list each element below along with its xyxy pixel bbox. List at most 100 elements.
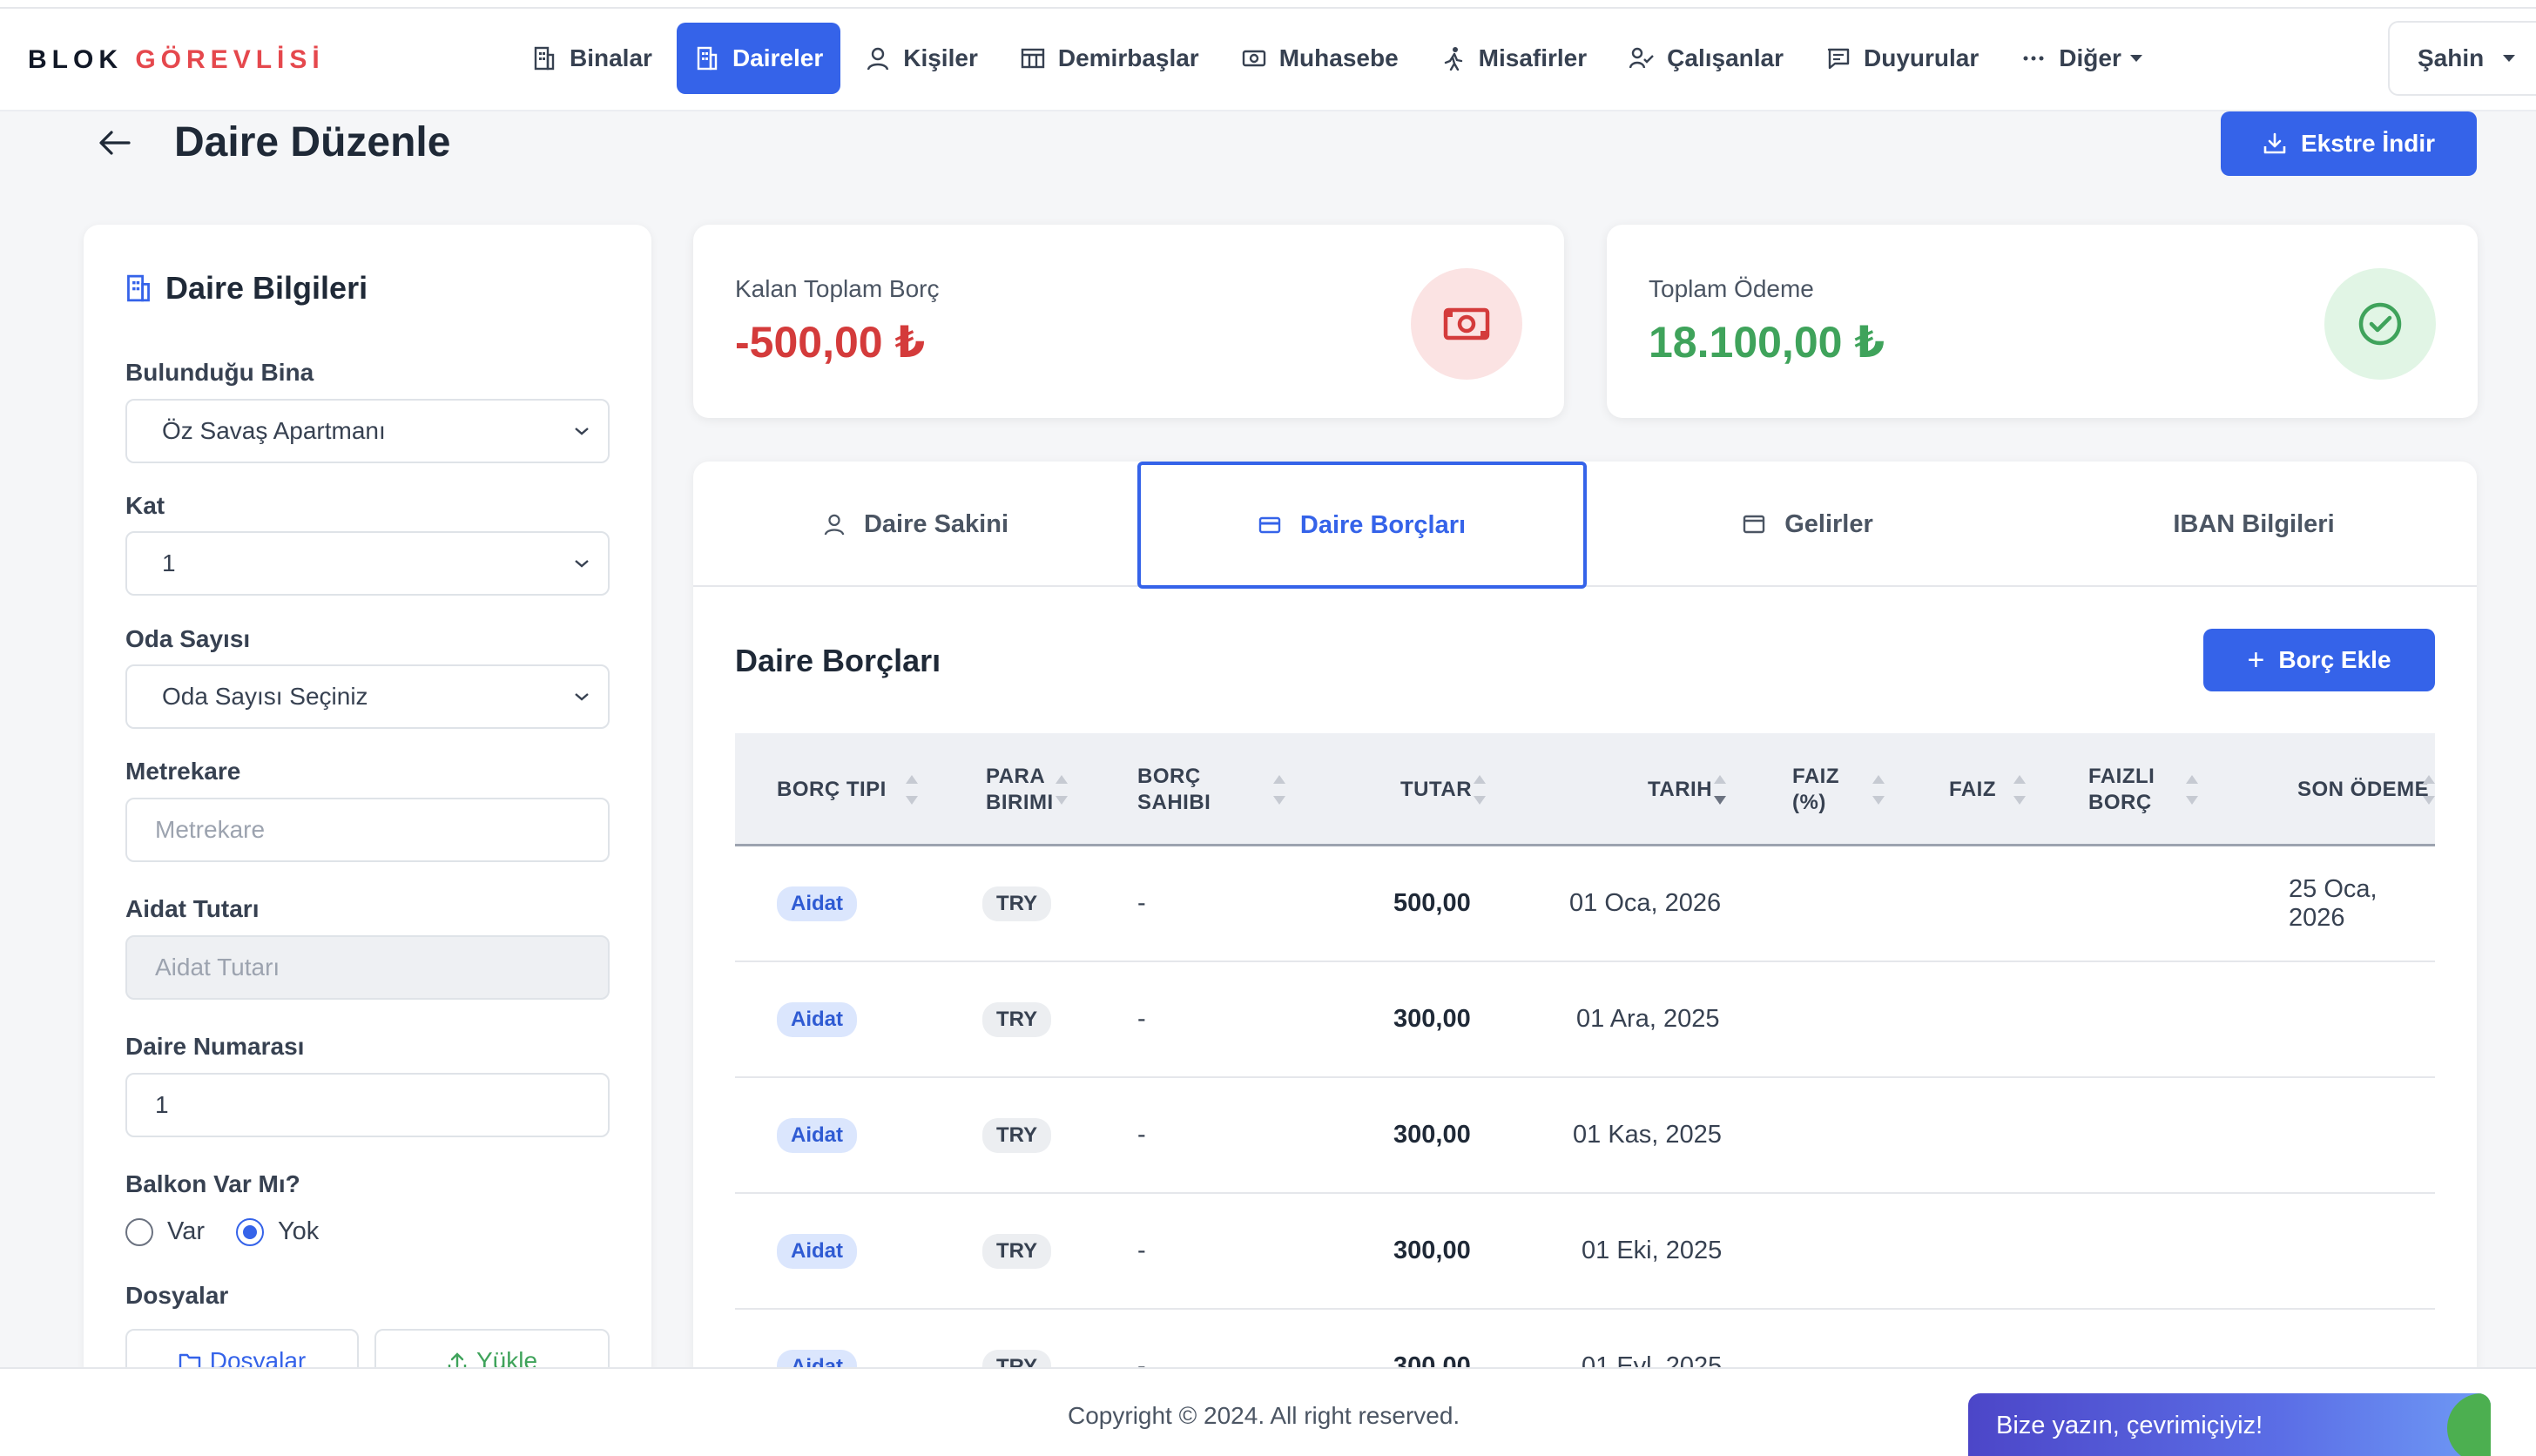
balcony-no-label: Yok: [277, 1217, 320, 1245]
col-label: FAIZ: [1792, 765, 1839, 788]
download-statement-button[interactable]: Ekstre İndir: [2221, 111, 2477, 176]
table-row[interactable]: Aidat TRY - 300,00 01 Ara, 2025: [735, 962, 2435, 1078]
balcony-radio-group: Var Yok: [125, 1217, 319, 1246]
nav-label: Binalar: [570, 44, 652, 71]
chat-label: Bize yazın, çevrimiçiyiz!: [1996, 1411, 2263, 1439]
col-currency[interactable]: PARA BIRIMI: [986, 733, 1068, 846]
table-row[interactable]: Aidat TRY - 300,00 01 Eki, 2025: [735, 1194, 2435, 1310]
rooms-value: Oda Sayısı Seçiniz: [162, 683, 368, 710]
plus-icon: +: [2247, 643, 2265, 677]
nav-item-calisanlar[interactable]: Çalışanlar: [1611, 23, 1801, 94]
col-debt-owner[interactable]: BORÇ SAHIBI: [1137, 733, 1285, 846]
table-row[interactable]: Aidat TRY - 300,00 01 Kas, 2025: [735, 1078, 2435, 1194]
nav-item-binalar[interactable]: Binalar: [514, 23, 670, 94]
table-row[interactable]: Aidat TRY - 500,00 01 Oca, 2026 25 Oca, …: [735, 846, 2435, 962]
building-select[interactable]: Öz Savaş Apartmanı: [125, 399, 610, 463]
dues-label: Aidat Tutarı: [125, 895, 260, 922]
tab-iban-bilgileri[interactable]: IBAN Bilgileri: [2031, 462, 2477, 587]
col-debt-type[interactable]: BORÇ TIPI: [777, 733, 918, 846]
debt-amount: 300,00: [1393, 1237, 1471, 1264]
col-date[interactable]: TARIH: [1648, 733, 1726, 846]
balcony-yes-radio[interactable]: [125, 1217, 153, 1246]
debt-date: 01 Kas, 2025: [1573, 1121, 1722, 1149]
area-label: Metrekare: [125, 758, 241, 785]
area-input[interactable]: Metrekare: [125, 798, 610, 862]
floor-label: Kat: [125, 492, 165, 519]
live-chat-widget[interactable]: Bize yazın, çevrimiçiyiz!: [1968, 1393, 2491, 1456]
nav-label: Kişiler: [903, 44, 978, 71]
worker-icon: [1629, 45, 1655, 71]
credit-card-icon: [1258, 516, 1281, 534]
currency-badge: TRY: [982, 1233, 1052, 1269]
number-input[interactable]: 1: [125, 1073, 610, 1137]
tab-daire-sakini[interactable]: Daire Sakini: [693, 462, 1139, 587]
user-name: Şahin: [2418, 44, 2485, 71]
sort-icon: [1273, 775, 1285, 805]
nav-item-misafirler[interactable]: Misafirler: [1423, 23, 1605, 94]
copyright-text: Copyright © 2024. All right reserved.: [1068, 1402, 1460, 1429]
debt-owner: -: [1137, 889, 1146, 917]
sort-icon: [1056, 775, 1068, 805]
chevron-down-icon: [2503, 55, 2516, 62]
nav-item-muhasebe[interactable]: Muhasebe: [1224, 23, 1416, 94]
chevron-down-icon: [575, 428, 589, 435]
sort-icon: [2013, 775, 2026, 805]
debt-date: 01 Ara, 2025: [1576, 1005, 1720, 1033]
building-label: Bulunduğu Bina: [125, 359, 314, 386]
back-arrow-icon[interactable]: [98, 127, 132, 158]
total-payment-label: Toplam Ödeme: [1649, 275, 1814, 302]
nav-label: Daireler: [732, 44, 824, 71]
floor-select[interactable]: 1: [125, 531, 610, 596]
col-interest-debt[interactable]: FAIZLI BORÇ: [2088, 733, 2198, 846]
user-menu-button[interactable]: Şahin: [2388, 21, 2536, 96]
rooms-label: Oda Sayısı: [125, 625, 251, 652]
tab-gelirler[interactable]: Gelirler: [1585, 462, 2031, 587]
debt-amount: 300,00: [1393, 1121, 1471, 1149]
debt-owner: -: [1137, 1005, 1146, 1033]
download-icon: [2263, 132, 2286, 154]
files-label: Dosyalar: [125, 1282, 229, 1309]
tab-label: IBAN Bilgileri: [2173, 509, 2335, 538]
col-amount[interactable]: TUTAR: [1400, 733, 1486, 846]
tab-label: Daire Sakini: [863, 509, 1009, 538]
walking-icon: [1440, 45, 1467, 71]
brand-logo[interactable]: BLOK GÖREVLİSİ: [28, 45, 325, 75]
col-interest[interactable]: FAIZ: [1949, 733, 2026, 846]
col-label: SAHIBI: [1137, 791, 1211, 814]
currency-badge: TRY: [982, 1117, 1052, 1153]
col-label: BORÇ: [1137, 765, 1201, 788]
debt-date: 01 Eki, 2025: [1582, 1237, 1723, 1264]
card-title-text: Daire Bilgileri: [165, 270, 368, 306]
col-label: SON ÖDEME: [2297, 778, 2430, 801]
balcony-label: Balkon Var Mı?: [125, 1170, 300, 1197]
nav-item-diger[interactable]: Diğer: [2003, 23, 2160, 94]
col-label: PARA: [986, 765, 1046, 788]
floor-value: 1: [162, 549, 176, 576]
currency-badge: TRY: [982, 1001, 1052, 1037]
brand-part1: BLOK: [28, 45, 123, 74]
col-interest-rate[interactable]: FAIZ (%): [1792, 733, 1885, 846]
nav-item-kisiler[interactable]: Kişiler: [847, 23, 995, 94]
col-label: BORÇ: [2088, 791, 2152, 814]
building-value: Öz Savaş Apartmanı: [162, 417, 386, 444]
section-title: Daire Borçları: [735, 643, 941, 678]
debt-owner: -: [1137, 1237, 1146, 1264]
col-label: BIRIMI: [986, 791, 1054, 814]
debts-table-header: BORÇ TIPI PARA BIRIMI BORÇ SAHIBI TUTAR …: [735, 733, 2435, 846]
nav-label: Demirbaşlar: [1057, 44, 1199, 71]
balcony-no-radio[interactable]: [235, 1217, 264, 1246]
sort-icon: [1474, 775, 1486, 805]
col-last-payment[interactable]: SON ÖDEME: [2297, 733, 2435, 846]
chevron-down-icon: [575, 560, 589, 568]
add-debt-button[interactable]: + Borç Ekle: [2203, 629, 2435, 691]
tab-daire-borclari[interactable]: Daire Borçları: [1137, 462, 1587, 589]
nav-item-duyurular[interactable]: Duyurular: [1808, 23, 1996, 94]
card-title: Daire Bilgileri: [125, 270, 368, 307]
dues-input: Aidat Tutarı: [125, 935, 610, 1000]
last-payment-date: 25 Oca, 2026: [2289, 874, 2378, 932]
building-icon: [531, 45, 557, 71]
nav-item-daireler[interactable]: Daireler: [676, 23, 841, 94]
nav-item-demirbaslar[interactable]: Demirbaşlar: [1002, 23, 1217, 94]
sort-icon: [2423, 775, 2435, 805]
rooms-select[interactable]: Oda Sayısı Seçiniz: [125, 664, 610, 729]
